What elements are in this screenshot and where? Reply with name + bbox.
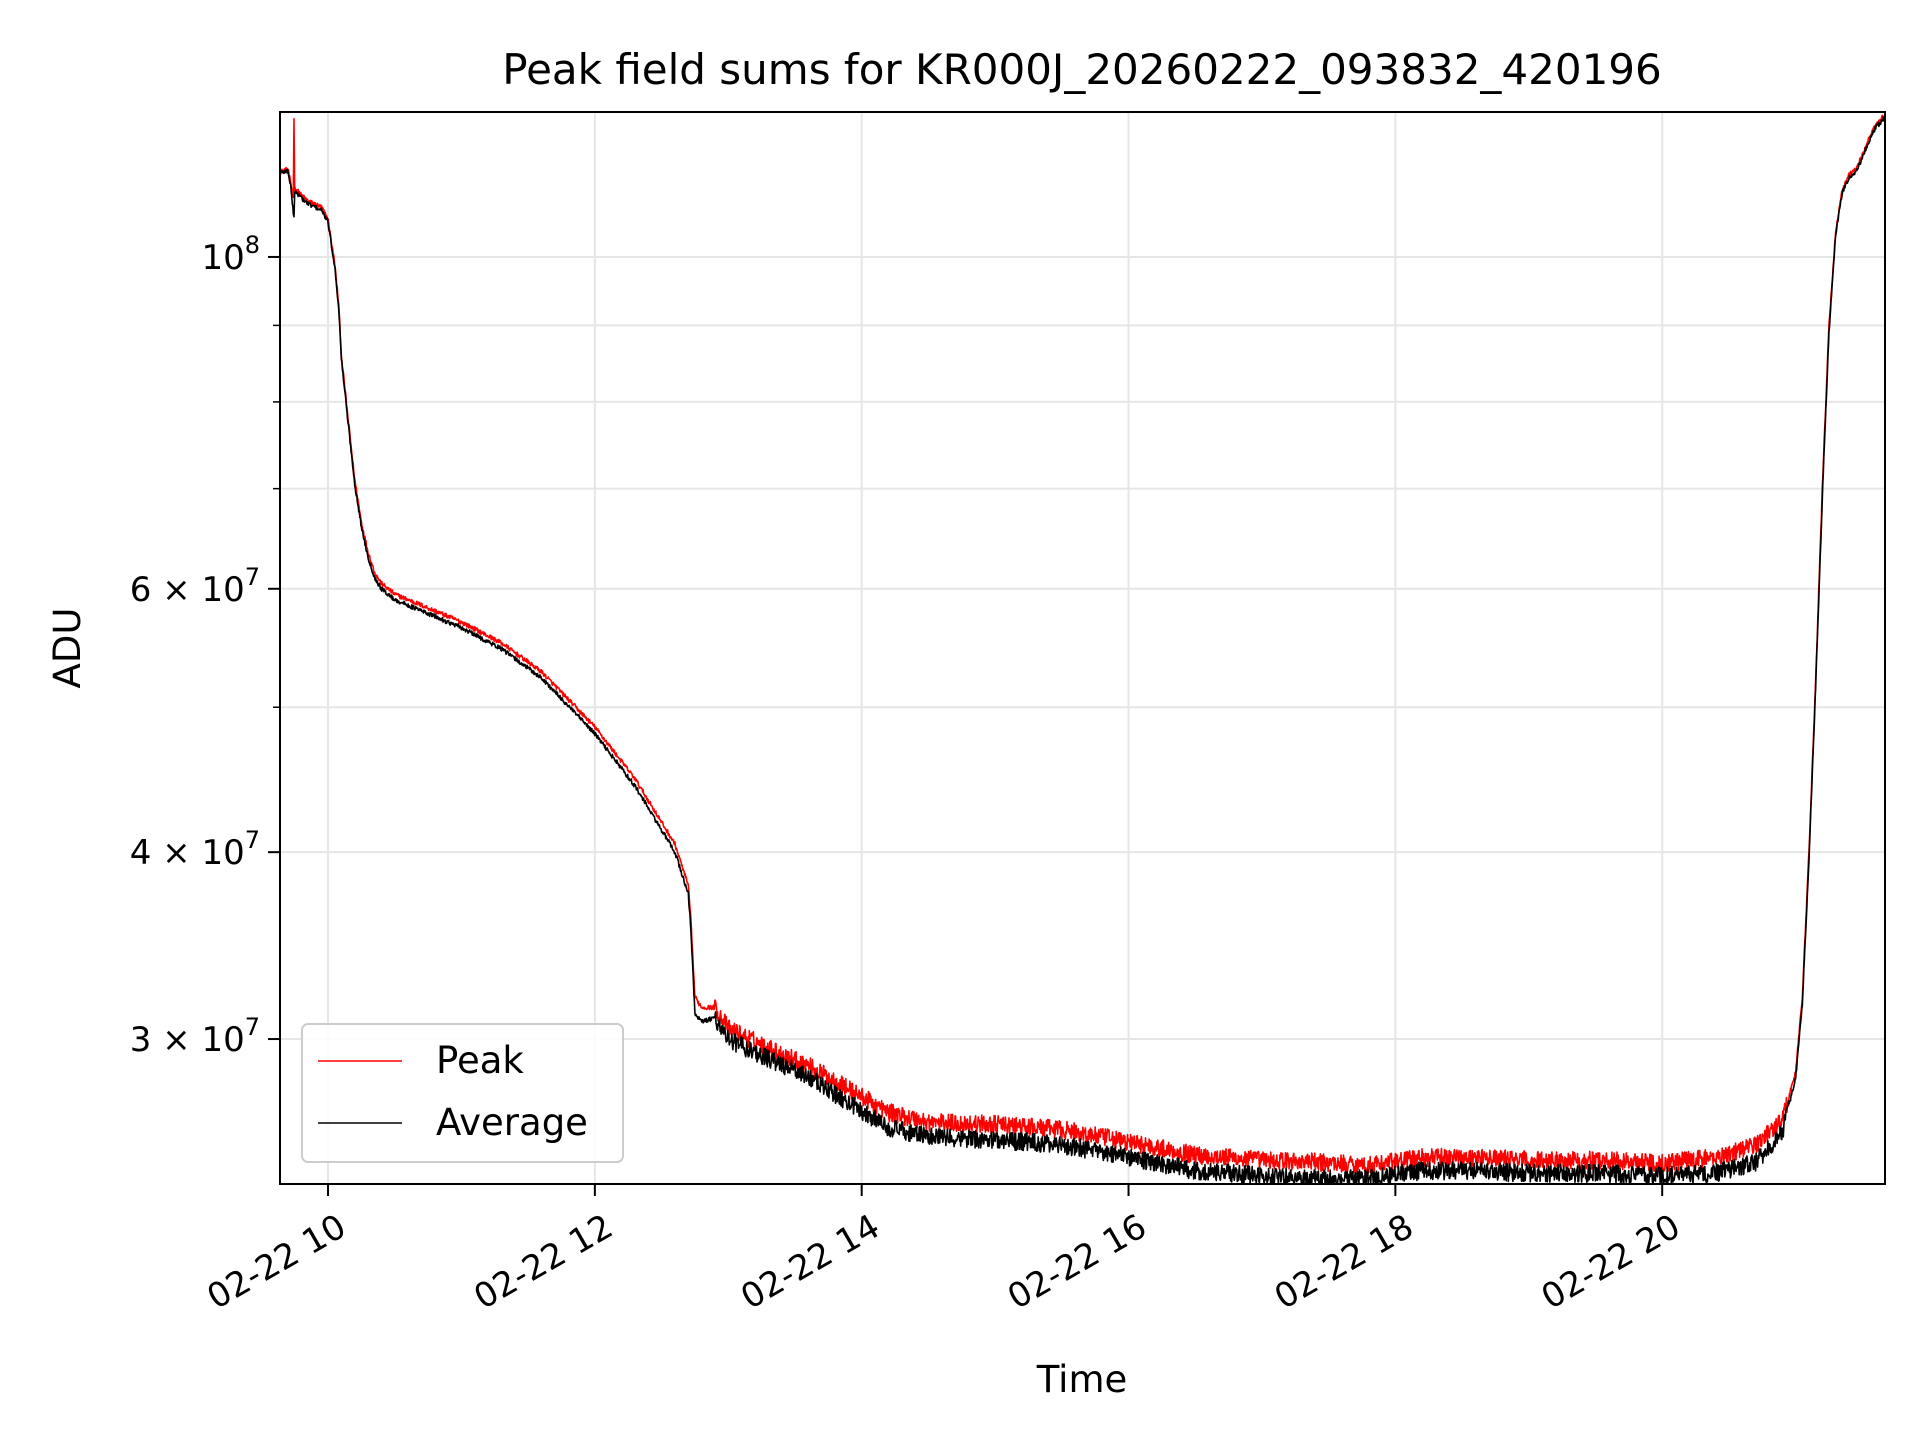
y-tick-label: 108 [201, 231, 260, 278]
y-tick-label: 6 × 107 [130, 563, 260, 610]
legend-label-peak: Peak [436, 1039, 524, 1082]
y-tick-label: 3 × 107 [130, 1013, 260, 1060]
chart-title: Peak field sums for KR000J_20260222_0938… [502, 45, 1662, 94]
y-axis-label: ADU [46, 608, 89, 689]
y-tick-label: 4 × 107 [130, 826, 260, 873]
legend: Peak Average [301, 1023, 624, 1163]
legend-label-average: Average [436, 1101, 588, 1144]
series-line-average [280, 115, 1885, 1184]
axes-frame [279, 111, 1886, 1185]
plot-area [280, 114, 1885, 1184]
series-line-peak [280, 114, 1885, 1175]
x-axis-label: Time [1036, 1358, 1128, 1401]
legend-box [301, 1023, 624, 1163]
grid-lines [280, 112, 1885, 1184]
y-axis: 108 6 × 107 4 × 107 3 × 107 [130, 231, 280, 1060]
